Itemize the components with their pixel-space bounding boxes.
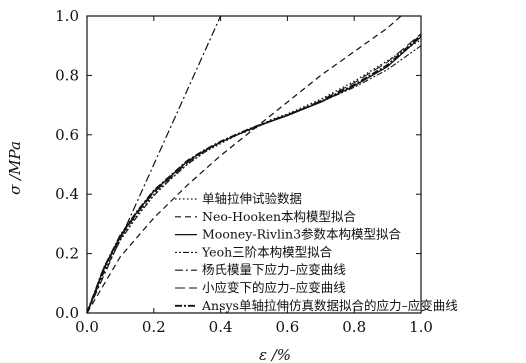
legend: 单轴拉伸试验数据 Neo-Hooken本构模型拟合 Mooney-Rivlin3参数… xyxy=(175,191,458,313)
y-tick-label: 1.0 xyxy=(55,7,79,25)
y-tick-label: 0.0 xyxy=(55,304,79,322)
series-line-1 xyxy=(86,39,422,314)
series-layer xyxy=(86,15,422,314)
series-line-2 xyxy=(86,15,402,314)
series-line-5 xyxy=(86,15,222,314)
series-line-7 xyxy=(86,34,422,314)
x-tick-label: 0.0 xyxy=(75,318,99,336)
plot-frame xyxy=(86,15,422,314)
series-line-6 xyxy=(86,33,422,314)
y-axis-label: σ /MPa xyxy=(6,141,24,195)
plot-axes: 0.0 0.2 0.4 0.6 0.8 1.0 0.0 0.2 0.4 0.6 0.8 1.0 xyxy=(55,7,433,336)
x-tick-label: 0.2 xyxy=(142,318,166,336)
x-axis-label: ε /% xyxy=(259,346,291,363)
legend-label-6: 小应变下的应力–应变曲线 xyxy=(202,280,346,295)
legend-label-1: 单轴拉伸试验数据 xyxy=(202,191,302,206)
legend-label-3: Mooney-Rivlin3参数本构模型拟合 xyxy=(202,227,402,242)
y-tick-label: 0.4 xyxy=(55,185,79,203)
legend-label-4: Yeoh三阶本构模型拟合 xyxy=(201,244,333,259)
legend-label-5: 杨氏模量下应力–应变曲线 xyxy=(202,262,346,277)
y-tick-label: 0.2 xyxy=(55,245,79,263)
x-tick-label: 0.8 xyxy=(342,318,366,336)
legend-label-7: Ansys单轴拉伸仿真数据拟合的应力–应变曲线 xyxy=(201,298,458,313)
y-tick-label: 0.6 xyxy=(55,126,79,144)
x-tick-label: 0.4 xyxy=(209,318,233,336)
y-tick-label: 0.8 xyxy=(55,66,79,84)
legend-label-2: Neo-Hooken本构模型拟合 xyxy=(202,209,357,224)
x-tick-label: 1.0 xyxy=(409,318,433,336)
x-tick-label: 0.6 xyxy=(275,318,299,336)
